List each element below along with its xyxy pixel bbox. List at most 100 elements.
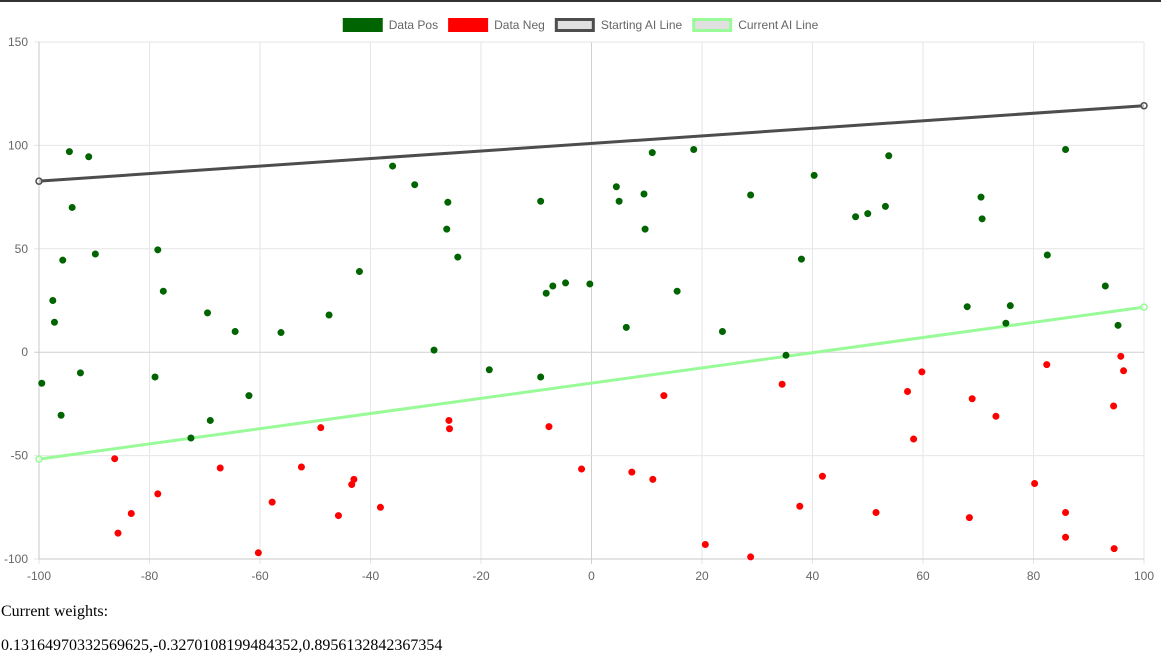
legend-item-data-pos[interactable]: Data Pos bbox=[342, 18, 438, 32]
data-neg-point bbox=[1120, 367, 1128, 375]
data-neg-point bbox=[111, 455, 119, 463]
data-neg-point bbox=[1110, 545, 1118, 553]
y-tick-label: 150 bbox=[8, 35, 28, 49]
data-points bbox=[38, 146, 1128, 561]
data-pos-point bbox=[747, 191, 755, 199]
grid bbox=[34, 41, 1145, 564]
legend-swatch bbox=[554, 18, 595, 32]
x-tick-label: 100 bbox=[1134, 569, 1154, 583]
data-pos-point bbox=[542, 289, 550, 297]
data-pos-point bbox=[485, 366, 493, 374]
x-tick-label: -40 bbox=[362, 569, 380, 583]
data-neg-point bbox=[578, 465, 586, 473]
data-pos-point bbox=[355, 268, 363, 276]
data-pos-point bbox=[389, 162, 397, 170]
data-neg-point bbox=[268, 498, 276, 506]
data-pos-point bbox=[978, 215, 986, 223]
data-pos-point bbox=[59, 256, 67, 264]
data-neg-point bbox=[1062, 533, 1070, 541]
data-pos-point bbox=[852, 213, 860, 221]
data-pos-point bbox=[443, 225, 451, 233]
data-neg-point bbox=[872, 508, 880, 516]
y-tick-label: -50 bbox=[11, 449, 29, 463]
data-neg-point bbox=[965, 514, 973, 522]
data-neg-point bbox=[747, 553, 755, 561]
data-pos-point bbox=[1006, 302, 1014, 310]
data-neg-point bbox=[446, 425, 454, 433]
data-pos-point bbox=[615, 197, 623, 205]
data-pos-point bbox=[1002, 319, 1010, 327]
data-pos-point bbox=[206, 416, 214, 424]
data-pos-point bbox=[49, 297, 57, 304]
legend-swatch bbox=[692, 18, 733, 32]
x-tick-label: -100 bbox=[27, 569, 51, 583]
data-pos-point bbox=[1062, 146, 1070, 154]
x-tick-label: 20 bbox=[695, 569, 709, 583]
legend-label: Data Pos bbox=[389, 18, 438, 32]
data-pos-point bbox=[673, 287, 681, 295]
data-pos-point bbox=[562, 279, 570, 287]
legend-label: Starting AI Line bbox=[601, 18, 683, 32]
data-neg-point bbox=[628, 468, 636, 476]
top-border bbox=[0, 0, 1161, 2]
data-neg-point bbox=[254, 549, 262, 557]
data-pos-point bbox=[797, 255, 805, 263]
data-pos-point bbox=[430, 346, 438, 354]
data-pos-point bbox=[537, 197, 545, 205]
data-pos-point bbox=[231, 328, 239, 336]
data-pos-point bbox=[76, 369, 84, 377]
data-neg-point bbox=[154, 490, 162, 498]
weights-value: 0.13164970332569625,-0.3270108199484352,… bbox=[1, 637, 443, 654]
data-pos-point bbox=[85, 153, 93, 161]
data-pos-point bbox=[1101, 282, 1109, 290]
data-pos-point bbox=[537, 373, 545, 381]
ai-lines bbox=[35, 101, 1148, 463]
data-neg-point bbox=[297, 463, 305, 471]
data-neg-point bbox=[701, 541, 709, 549]
data-pos-point bbox=[782, 351, 790, 359]
data-pos-point bbox=[444, 198, 452, 206]
legend[interactable]: Data Pos Data Neg Starting AI Line Current … bbox=[342, 18, 819, 32]
data-neg-point bbox=[818, 472, 826, 480]
data-pos-point bbox=[57, 411, 65, 419]
data-neg-point bbox=[1117, 352, 1125, 360]
x-tick-label: 60 bbox=[916, 569, 930, 583]
data-pos-point bbox=[151, 373, 159, 381]
x-tick-label: 0 bbox=[588, 569, 595, 583]
data-neg-point bbox=[350, 475, 358, 483]
legend-swatch bbox=[342, 18, 383, 32]
data-pos-point bbox=[91, 250, 99, 258]
data-pos-point bbox=[159, 287, 167, 295]
data-neg-point bbox=[968, 395, 976, 403]
data-neg-point bbox=[334, 512, 342, 520]
data-neg-point bbox=[127, 510, 135, 518]
data-pos-point bbox=[549, 282, 557, 290]
data-pos-point bbox=[963, 303, 971, 311]
data-pos-point bbox=[325, 311, 333, 319]
legend-item-current-ai-line[interactable]: Current AI Line bbox=[692, 18, 819, 32]
data-neg-point bbox=[649, 475, 657, 483]
data-pos-point bbox=[277, 329, 285, 337]
data-neg-point bbox=[317, 424, 325, 432]
data-pos-point bbox=[977, 193, 985, 201]
data-pos-point bbox=[68, 203, 76, 211]
line-endpoint bbox=[1140, 303, 1148, 311]
legend-label: Current AI Line bbox=[738, 18, 818, 32]
data-neg-point bbox=[1043, 361, 1051, 369]
data-neg-point bbox=[992, 412, 1000, 420]
data-neg-point bbox=[376, 503, 384, 511]
data-pos-point bbox=[1114, 321, 1122, 329]
data-pos-point bbox=[690, 146, 698, 154]
x-tick-label: 80 bbox=[1027, 569, 1041, 583]
data-pos-point bbox=[204, 309, 212, 317]
y-tick-label: 50 bbox=[15, 242, 29, 256]
data-neg-point bbox=[778, 380, 786, 388]
legend-item-data-neg[interactable]: Data Neg bbox=[448, 18, 545, 32]
x-tick-label: -60 bbox=[251, 569, 269, 583]
data-pos-point bbox=[38, 379, 46, 387]
line-endpoint bbox=[35, 455, 43, 463]
data-pos-point bbox=[65, 148, 73, 156]
data-neg-point bbox=[545, 423, 553, 431]
starting-ai-line bbox=[38, 104, 1145, 183]
legend-item-starting-ai-line[interactable]: Starting AI Line bbox=[554, 18, 683, 32]
